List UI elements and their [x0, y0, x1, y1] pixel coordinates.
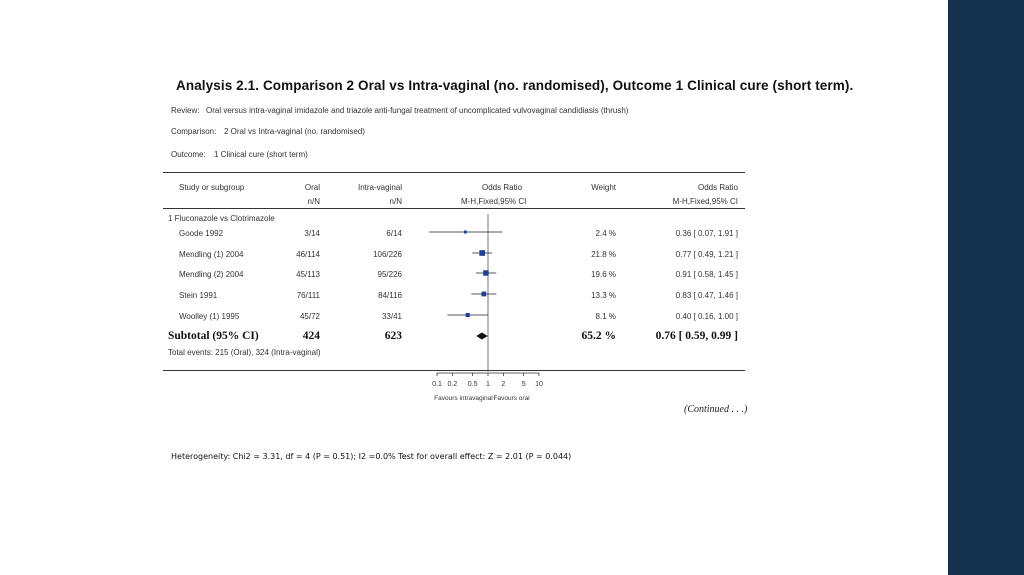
x-tick-label: 0.5 [468, 381, 478, 388]
subtotal-label: Subtotal (95% CI) [168, 330, 259, 342]
study-weight: 13.3 % [591, 291, 616, 300]
effect-marker [463, 230, 467, 234]
header-bottom-rule [163, 208, 745, 209]
x-tick-label: 0.2 [447, 381, 457, 388]
subtotal-weight: 65.2 % [581, 330, 617, 342]
study-oral: 3/14 [304, 229, 320, 238]
x-tick-label: 0.1 [432, 381, 442, 388]
favours-right-label: Favours oral [494, 395, 531, 402]
study-name: Mendling (2) 2004 [179, 270, 244, 279]
x-tick-label: 1 [486, 381, 490, 388]
header-intra-sub: n/N [389, 197, 402, 206]
study-name: Mendling (1) 2004 [179, 250, 244, 259]
study-intra: 95/226 [377, 270, 402, 279]
study-name: Stein 1991 [179, 291, 218, 300]
study-name: Woolley (1) 1995 [179, 312, 240, 321]
table-top-rule [163, 172, 745, 173]
x-tick-label: 10 [535, 381, 543, 388]
study-oral: 76/111 [296, 291, 320, 300]
study-intra: 84/116 [378, 291, 402, 300]
study-or-text: 0.40 [ 0.16, 1.00 ] [675, 312, 738, 321]
study-or-text: 0.36 [ 0.07, 1.91 ] [675, 229, 738, 238]
total-events: Total events: 215 (Oral), 324 (Intra-vag… [168, 348, 321, 357]
outcome-label: Outcome: [171, 150, 206, 159]
subtotal-intra: 623 [384, 330, 402, 342]
heterogeneity-text: Heterogeneity: Chi2 = 3.31, df = 4 (P = … [171, 452, 572, 461]
study-intra: 6/14 [386, 229, 402, 238]
continued-note: (Continued . . .) [684, 404, 748, 415]
effect-marker [479, 250, 486, 256]
right-sidebar-band [948, 0, 1024, 575]
study-name: Goode 1992 [179, 229, 224, 238]
header-study: Study or subgroup [179, 183, 245, 192]
effect-marker [481, 291, 487, 297]
study-oral: 45/113 [296, 270, 320, 279]
subtotal-oral: 424 [302, 330, 320, 342]
header-or2-sub: M-H,Fixed,95% CI [672, 197, 738, 206]
header-oral: Oral [304, 183, 320, 192]
x-tick-label: 5 [522, 381, 526, 388]
header-intra: Intra-vaginal [357, 183, 402, 192]
comparison-label: Comparison: [171, 127, 217, 136]
table-bottom-rule [163, 370, 745, 371]
subgroup-label: 1 Fluconazole vs Clotrimazole [168, 214, 275, 223]
review-label: Review: [171, 106, 200, 115]
effect-marker [465, 312, 470, 318]
study-weight: 8.1 % [595, 312, 616, 321]
outcome-value: 1 Clinical cure (short term) [214, 150, 308, 159]
subtotal-or-text: 0.76 [ 0.59, 0.99 ] [655, 330, 738, 342]
study-weight: 21.8 % [591, 250, 616, 259]
header-weight: Weight [591, 183, 616, 192]
study-oral: 45/72 [299, 312, 320, 321]
effect-marker [483, 270, 489, 276]
study-oral: 46/114 [296, 250, 320, 259]
study-or-text: 0.91 [ 0.58, 1.45 ] [675, 270, 738, 279]
comparison-value: 2 Oral vs Intra-vaginal (no. randomised) [224, 127, 365, 136]
header-oral-sub: n/N [307, 197, 320, 206]
study-weight: 2.4 % [595, 229, 616, 238]
favours-left-label: Favours intravaginal [434, 395, 493, 402]
header-or2: Odds Ratio [697, 183, 738, 192]
study-or-text: 0.83 [ 0.47, 1.46 ] [675, 291, 738, 300]
analysis-title: Analysis 2.1. Comparison 2 Oral vs Intra… [176, 78, 854, 93]
study-weight: 19.6 % [591, 270, 616, 279]
review-value: Oral versus intra-vaginal imidazole and … [206, 106, 629, 115]
study-or-text: 0.77 [ 0.49, 1.21 ] [675, 250, 738, 259]
study-intra: 33/41 [381, 312, 402, 321]
subtotal-diamond [476, 332, 488, 340]
study-intra: 106/226 [373, 250, 402, 259]
header-or-sub: M-H,Fixed,95% CI [461, 197, 527, 206]
x-tick-label: 2 [501, 381, 505, 388]
header-or: Odds Ratio [482, 183, 523, 192]
